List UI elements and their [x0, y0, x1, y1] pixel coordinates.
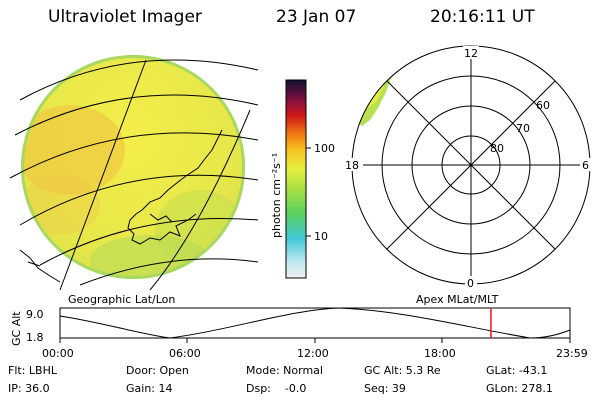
colorbar-tick-100: 100 [314, 142, 335, 155]
observation-time: 20:16:11 UT [430, 7, 535, 27]
time-tick-2359: 23:59 [556, 347, 588, 360]
altitude-ymax: 9.0 [26, 308, 44, 321]
info-dsp: Dsp: -0.0 [246, 382, 307, 395]
info-glat: GLat: -43.1 [486, 364, 548, 377]
mlt-label-6: 6 [582, 159, 589, 172]
info-gc-alt: GC Alt: 5.3 Re [364, 364, 441, 377]
mlt-label-0: 0 [467, 277, 474, 290]
geographic-panel-label: Geographic Lat/Lon [68, 293, 176, 306]
colorbar-unit-label: photon cm⁻²s⁻¹ [270, 153, 283, 238]
time-tick-0600: 06:00 [169, 347, 201, 360]
altitude-timeline: GC Alt 9.0 1.8 00:00 06:00 12:00 18:00 2… [10, 307, 588, 360]
mlat-label-70: 70 [516, 122, 530, 135]
mlt-label-18: 18 [345, 159, 359, 172]
altitude-axis-label: GC Alt [10, 311, 23, 346]
time-tick-1800: 18:00 [424, 347, 456, 360]
time-tick-0000: 00:00 [42, 347, 74, 360]
color-scale-bar: 100 10 photon cm⁻²s⁻¹ [270, 79, 335, 279]
info-gain: Gain: 14 [126, 382, 173, 395]
colorbar-tick-10: 10 [314, 230, 328, 243]
info-door: Door: Open [126, 364, 189, 377]
info-glon: GLon: 278.1 [486, 382, 553, 395]
mlat-label-80: 80 [490, 142, 504, 155]
altitude-ymin: 1.8 [26, 331, 44, 344]
info-filter: Flt: LBHL [8, 364, 57, 377]
observation-date: 23 Jan 07 [276, 7, 357, 27]
polar-mlat-mlt-plot: 12 18 6 0 60 70 80 [343, 45, 594, 290]
info-ip: IP: 36.0 [8, 382, 50, 395]
instrument-title: Ultraviolet Imager [48, 7, 202, 27]
info-seq: Seq: 39 [364, 382, 406, 395]
mlt-label-12: 12 [464, 47, 478, 60]
mlat-label-60: 60 [536, 99, 550, 112]
earth-image-panel [9, 55, 259, 291]
info-mode: Mode: Normal [246, 364, 323, 377]
time-tick-1200: 12:00 [297, 347, 329, 360]
magnetic-panel-label: Apex MLat/MLT [416, 293, 499, 306]
